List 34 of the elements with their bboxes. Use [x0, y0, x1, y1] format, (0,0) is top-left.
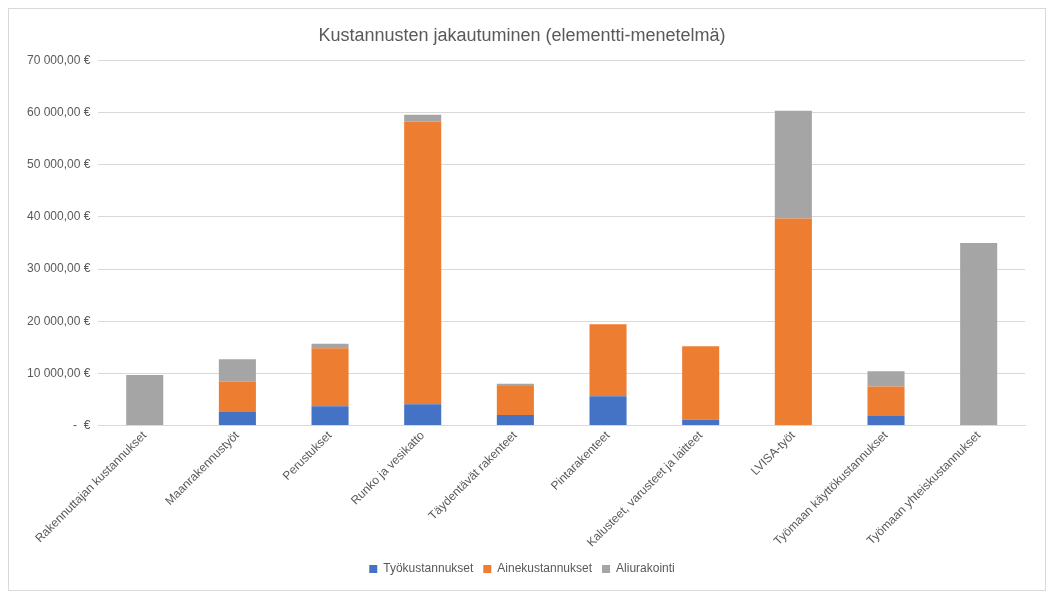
bar: [496, 415, 534, 425]
y-tick-label: 60 000,00 €: [26, 105, 91, 120]
legend-label: Ainekustannukset: [497, 561, 593, 576]
bar: [311, 406, 349, 425]
y-tick-label: 70 000,00 €: [26, 52, 91, 67]
bar: [218, 381, 256, 412]
bar: [404, 114, 442, 122]
bar: [311, 348, 349, 407]
bar: [774, 218, 812, 425]
y-tick-label: 50 000,00 €: [26, 157, 91, 172]
bar: [682, 419, 720, 425]
bar: [496, 385, 534, 416]
chart-title: Kustannusten jakautuminen (elementti-menetelmä): [318, 24, 726, 45]
bar: [589, 396, 627, 425]
bar: [218, 411, 256, 425]
y-tick-label: 20 000,00 €: [26, 313, 91, 328]
y-tick-label: 30 000,00 €: [26, 261, 91, 276]
bar: [496, 383, 534, 386]
bar: [218, 359, 256, 382]
y-tick-label: 10 000,00 €: [26, 365, 91, 380]
bar: [867, 416, 905, 425]
bar: [867, 371, 905, 387]
bar: [404, 121, 442, 405]
bar: [774, 110, 812, 219]
bar: [682, 346, 720, 420]
bar: [867, 386, 905, 417]
y-tick-label: - €: [69, 417, 91, 432]
bar: [589, 324, 627, 397]
bar: [404, 404, 442, 425]
bar: [126, 374, 164, 425]
bar: [960, 243, 998, 425]
legend-label: Aliurakointi: [616, 561, 675, 576]
y-tick-label: 40 000,00 €: [26, 209, 91, 224]
legend-label: Työkustannukset: [383, 561, 474, 576]
